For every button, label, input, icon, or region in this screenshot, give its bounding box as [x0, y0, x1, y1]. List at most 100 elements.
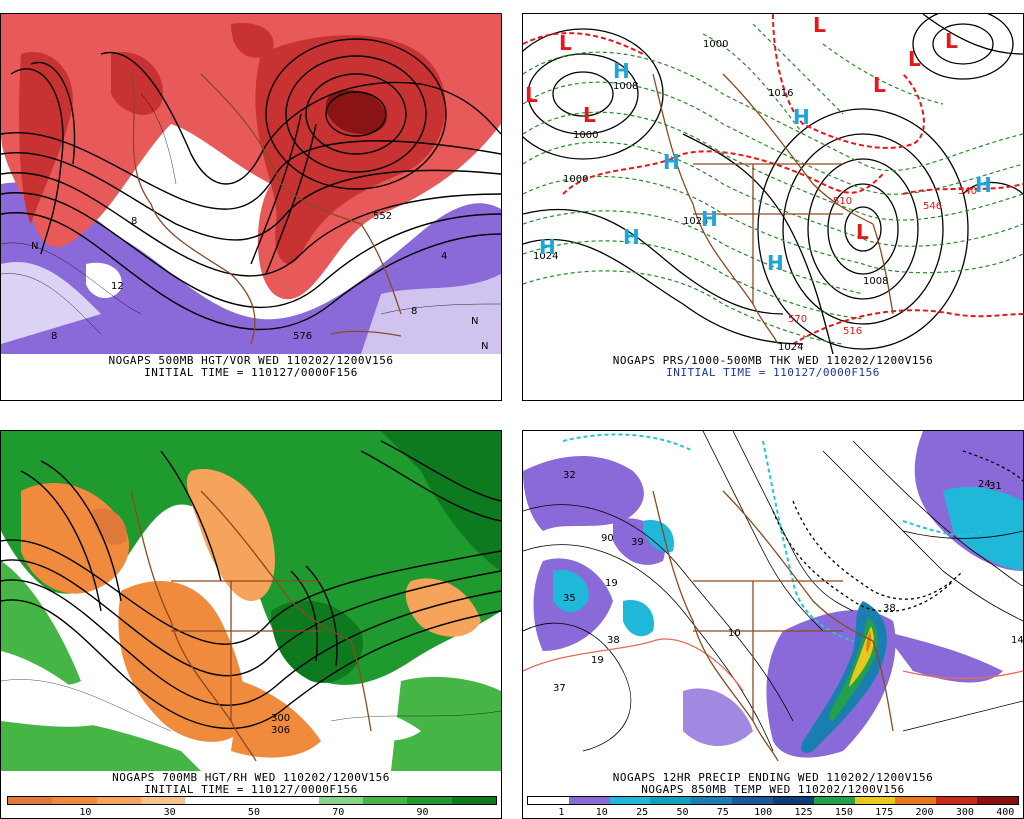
panel-precip-850mb-temp: 32 90 39 35 19 38 19 37 10 24 31 14 38 N… [522, 430, 1024, 819]
isobar-label: 1000 [563, 174, 588, 185]
isobar-label: 1008 [863, 276, 888, 287]
colorbar-tick-label: 125 [794, 807, 813, 818]
isobar-label: 1008 [613, 81, 638, 92]
contour-label: N [481, 341, 488, 352]
humidity-colorbar [7, 796, 497, 805]
initial-time-caption: INITIAL TIME = 110127/0000F156 [666, 366, 880, 379]
thickness-label: 516 [843, 326, 862, 337]
colorbar-tick-label: 175 [875, 807, 894, 818]
contour-label: 552 [373, 211, 392, 222]
colorbar-swatch [813, 797, 855, 804]
temperature-label: 19 [591, 655, 604, 666]
isobar-label: 1024 [778, 342, 803, 353]
high-pressure-center: H [767, 251, 784, 275]
colorbar-swatch [274, 797, 319, 804]
temperature-label: 14 [1011, 635, 1023, 646]
colorbar-tick-label: 10 [595, 807, 608, 818]
colorbar-tick-label: 400 [996, 807, 1015, 818]
high-pressure-center: H [701, 207, 718, 231]
contour-label: 300 [271, 713, 290, 724]
colorbar-swatch [528, 797, 569, 804]
colorbar-swatch [362, 797, 408, 804]
colorbar-swatch [691, 797, 733, 804]
contour-label: 8 [131, 216, 137, 227]
contour-label: N [31, 241, 38, 252]
vorticity-map[interactable]: 576 552 N N N 8 8 4 8 12 [1, 14, 501, 354]
colorbar-swatch [8, 797, 53, 804]
isobar-label: 1024 [683, 216, 708, 227]
low-pressure-center: L [559, 31, 572, 55]
colorbar-tick-label: 25 [636, 807, 649, 818]
high-pressure-center: H [539, 235, 556, 259]
colorbar-swatch [977, 797, 1018, 804]
colorbar-swatch [96, 797, 142, 804]
contour-label: N [471, 316, 478, 327]
high-pressure-center: H [613, 59, 630, 83]
low-pressure-center: L [583, 103, 596, 127]
contour-label: 12 [111, 281, 124, 292]
temperature-label: 31 [989, 481, 1002, 492]
panel-caption: NOGAPS 12HR PRECIP ENDING WED 110202/120… [612, 771, 934, 784]
precip-colorbar-ticks: 1 10 25 50 75 100 125 150 175 200 300 400 [527, 807, 1019, 819]
thickness-label: 540 [958, 186, 977, 197]
colorbar-tick-label: 30 [163, 807, 176, 818]
colorbar-swatch [141, 797, 186, 804]
high-pressure-center: H [975, 173, 992, 197]
colorbar-swatch [52, 797, 97, 804]
temperature-label: 35 [563, 593, 576, 604]
low-pressure-center: L [873, 73, 886, 97]
colorbar-swatch [895, 797, 937, 804]
low-pressure-center: L [813, 14, 826, 37]
colorbar-tick-label: 70 [332, 807, 345, 818]
colorbar-tick-label: 200 [915, 807, 934, 818]
panel-700mb-humidity: 306 300 NOGAPS 700MB HGT/RH WED 110202/1… [0, 430, 502, 819]
isobar-label: 1024 [533, 251, 558, 262]
colorbar-tick-label: 1 [558, 807, 565, 818]
panel-caption: NOGAPS 700MB HGT/RH WED 110202/1200V156 [112, 771, 390, 784]
thickness-label: 510 [833, 196, 852, 207]
humidity-map[interactable]: 306 300 [1, 431, 501, 771]
contour-label: 8 [411, 306, 417, 317]
low-pressure-center: L [525, 83, 538, 107]
high-pressure-center: H [793, 105, 810, 129]
low-pressure-center: L [908, 47, 921, 71]
colorbar-swatch [936, 797, 978, 804]
panel-500mb-vorticity: 576 552 N N N 8 8 4 8 12 NOGAPS 500MB HG… [0, 13, 502, 401]
light-precip-area [523, 456, 644, 531]
precip-map[interactable]: 32 90 39 35 19 38 19 37 10 24 31 14 38 [523, 431, 1023, 771]
contour-label: 576 [293, 331, 312, 342]
colorbar-swatch [650, 797, 692, 804]
temperature-label: 19 [605, 578, 618, 589]
contour-label: 8 [51, 331, 57, 342]
isobar-label: 1016 [768, 88, 793, 99]
colorbar-swatch [772, 797, 814, 804]
colorbar-swatch [451, 797, 496, 804]
temperature-label: 10 [728, 628, 741, 639]
high-pressure-center: H [623, 225, 640, 249]
precip-colorbar [527, 796, 1019, 805]
temperature-label: 90 [601, 533, 614, 544]
thickness-label: 546 [923, 201, 942, 212]
temperature-label: 32 [563, 470, 576, 481]
temperature-label: 24 [978, 479, 991, 490]
colorbar-tick-label: 75 [716, 807, 729, 818]
high-pressure-center: H [663, 150, 680, 174]
temperature-label: 37 [553, 683, 566, 694]
colorbar-tick-label: 150 [834, 807, 853, 818]
colorbar-swatch [185, 797, 230, 804]
colorbar-tick-label: 50 [247, 807, 260, 818]
temperature-label: 38 [607, 635, 620, 646]
panel-surface-pressure-thickness: 1000 1000 1000 1024 1024 1008 1016 1008 … [522, 13, 1024, 401]
temperature-label: 39 [631, 537, 644, 548]
isobar-label: 1000 [703, 39, 728, 50]
colorbar-swatch [854, 797, 896, 804]
colorbar-tick-label: 10 [79, 807, 92, 818]
initial-time-caption: INITIAL TIME = 110127/0000F156 [144, 366, 358, 379]
colorbar-swatch [732, 797, 773, 804]
contour-label: 306 [271, 725, 290, 736]
colorbar-swatch [229, 797, 275, 804]
pressure-map[interactable]: 1000 1000 1000 1024 1024 1008 1016 1008 … [523, 14, 1023, 354]
temp-caption: NOGAPS 850MB TEMP WED 110202/1200V156 [641, 783, 905, 796]
colorbar-swatch [318, 797, 363, 804]
isobar-label: 1000 [573, 130, 598, 141]
